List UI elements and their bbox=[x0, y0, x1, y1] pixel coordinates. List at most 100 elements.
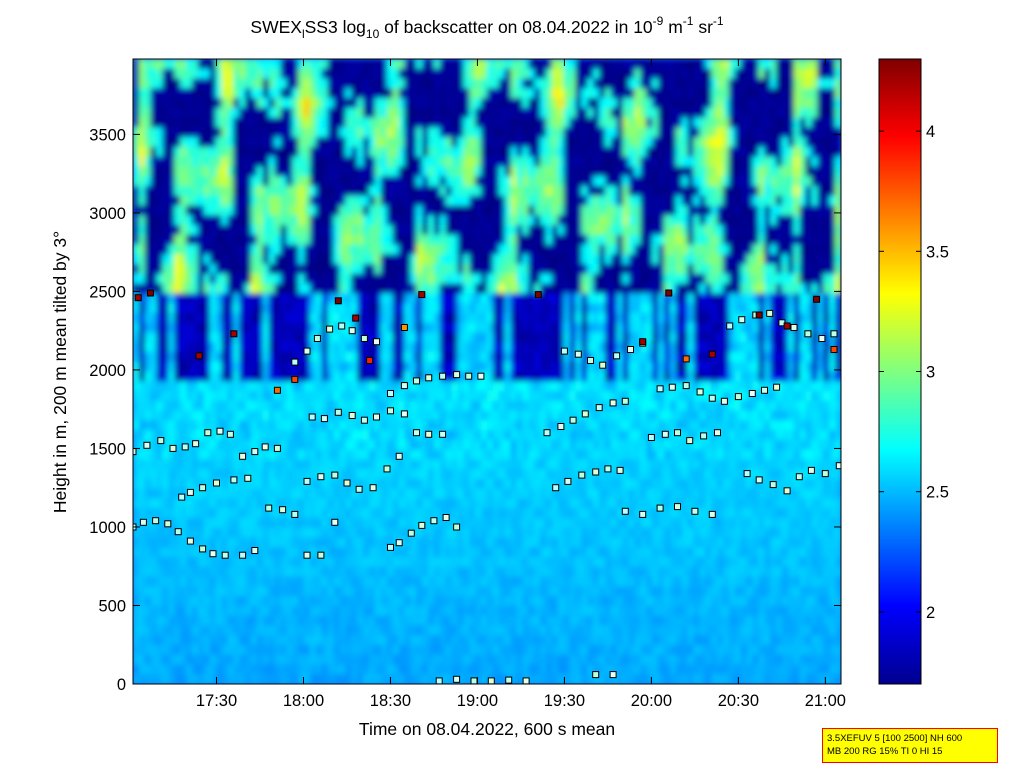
heatmap-cell bbox=[138, 117, 146, 128]
heatmap-cell bbox=[557, 273, 565, 285]
heatmap-cell bbox=[268, 566, 276, 578]
heatmap-cell bbox=[510, 283, 518, 294]
heatmap-cell bbox=[251, 88, 258, 99]
heatmap-cell bbox=[410, 98, 417, 109]
heatmap-cell bbox=[487, 117, 494, 128]
heatmap-cell bbox=[540, 264, 547, 275]
heatmap-cell bbox=[392, 283, 400, 294]
heatmap-cell bbox=[203, 644, 211, 656]
heatmap-cell bbox=[374, 215, 382, 226]
heatmap-cell bbox=[321, 430, 329, 441]
heatmap-cell bbox=[280, 273, 287, 285]
heatmap-cell bbox=[203, 527, 211, 539]
heatmap-cell bbox=[557, 674, 565, 684]
heatmap-cell bbox=[492, 342, 500, 353]
heatmap-cell bbox=[534, 586, 541, 597]
heatmap-cell bbox=[451, 625, 459, 636]
heatmap-cell bbox=[357, 488, 364, 500]
heatmap-cell bbox=[386, 576, 394, 587]
heatmap-cell bbox=[339, 527, 346, 539]
heatmap-cell bbox=[551, 264, 559, 275]
heatmap-cell bbox=[192, 605, 199, 617]
heatmap-cell bbox=[504, 615, 512, 627]
heatmap-cell bbox=[498, 107, 506, 119]
heatmap-cell bbox=[162, 322, 169, 334]
heatmap-cell bbox=[581, 537, 588, 548]
heatmap-cell bbox=[516, 225, 523, 236]
heatmap-cell bbox=[274, 488, 282, 500]
heatmap-cell bbox=[304, 508, 311, 519]
heatmap-cell bbox=[433, 264, 441, 275]
heatmap-cell bbox=[239, 674, 246, 684]
heatmap-cell bbox=[522, 430, 529, 441]
heatmap-cell bbox=[386, 615, 394, 627]
heatmap-cell bbox=[445, 517, 453, 529]
heatmap-cell bbox=[144, 410, 152, 421]
heatmap-cell bbox=[487, 254, 494, 265]
heatmap-cell bbox=[593, 59, 600, 70]
heatmap-cell bbox=[398, 264, 405, 275]
heatmap-cell bbox=[168, 332, 175, 343]
heatmap-cell bbox=[581, 78, 588, 89]
heatmap-cell bbox=[357, 430, 364, 441]
heatmap-cell bbox=[345, 625, 352, 636]
heatmap-cell bbox=[575, 557, 582, 568]
heatmap-cell bbox=[575, 586, 582, 597]
heatmap-cell bbox=[422, 351, 429, 363]
heatmap-cell bbox=[369, 527, 376, 539]
heatmap-cell bbox=[138, 254, 146, 265]
heatmap-cell bbox=[180, 322, 187, 334]
heatmap-cell bbox=[345, 59, 352, 70]
heatmap-cell bbox=[374, 195, 382, 207]
heatmap-cell bbox=[433, 566, 441, 578]
heatmap-cell bbox=[445, 234, 453, 246]
heatmap-cell bbox=[227, 107, 234, 119]
heatmap-cell bbox=[363, 449, 370, 460]
heatmap-cell bbox=[268, 351, 276, 363]
heatmap-cell bbox=[469, 264, 476, 275]
heatmap-cell bbox=[469, 244, 476, 255]
heatmap-cell bbox=[504, 361, 512, 373]
heatmap-cell bbox=[457, 449, 464, 460]
heatmap-cell bbox=[327, 78, 335, 89]
heatmap-cell bbox=[268, 303, 276, 314]
heatmap-cell bbox=[563, 254, 571, 265]
heatmap-cell bbox=[369, 674, 376, 684]
heatmap-cell bbox=[498, 254, 506, 265]
heatmap-cell bbox=[369, 615, 376, 627]
heatmap-cell bbox=[575, 273, 582, 285]
heatmap-cell bbox=[274, 400, 282, 412]
heatmap-cell bbox=[304, 605, 311, 617]
heatmap-cell bbox=[551, 273, 559, 285]
heatmap-cell bbox=[398, 430, 405, 441]
heatmap-cell bbox=[251, 430, 258, 441]
heatmap-cell bbox=[451, 215, 459, 226]
heatmap-cell bbox=[528, 254, 535, 265]
heatmap-cell bbox=[469, 176, 476, 187]
heatmap-cell bbox=[457, 381, 464, 392]
heatmap-cell bbox=[416, 674, 423, 684]
heatmap-cell bbox=[357, 605, 364, 617]
heatmap-cell bbox=[304, 410, 311, 421]
heatmap-cell bbox=[215, 166, 223, 177]
heatmap-cell bbox=[245, 508, 252, 519]
heatmap-cell bbox=[534, 430, 541, 441]
heatmap-cell bbox=[156, 576, 164, 587]
heatmap-cell bbox=[557, 127, 565, 138]
heatmap-cell bbox=[186, 547, 193, 558]
heatmap-cell bbox=[339, 264, 346, 275]
heatmap-cell bbox=[333, 576, 341, 587]
heatmap-cell bbox=[304, 625, 311, 636]
heatmap-cell bbox=[150, 478, 158, 490]
heatmap-cell bbox=[251, 68, 258, 80]
heatmap-cell bbox=[516, 410, 523, 421]
heatmap-cell bbox=[180, 508, 187, 519]
heatmap-cell bbox=[156, 312, 164, 324]
heatmap-cell bbox=[587, 225, 594, 236]
heatmap-cell bbox=[333, 185, 341, 197]
heatmap-cell bbox=[310, 332, 317, 343]
heatmap-cell bbox=[215, 381, 223, 392]
heatmap-cell bbox=[528, 225, 535, 236]
heatmap-cell bbox=[469, 293, 476, 304]
heatmap-cell bbox=[345, 391, 352, 402]
